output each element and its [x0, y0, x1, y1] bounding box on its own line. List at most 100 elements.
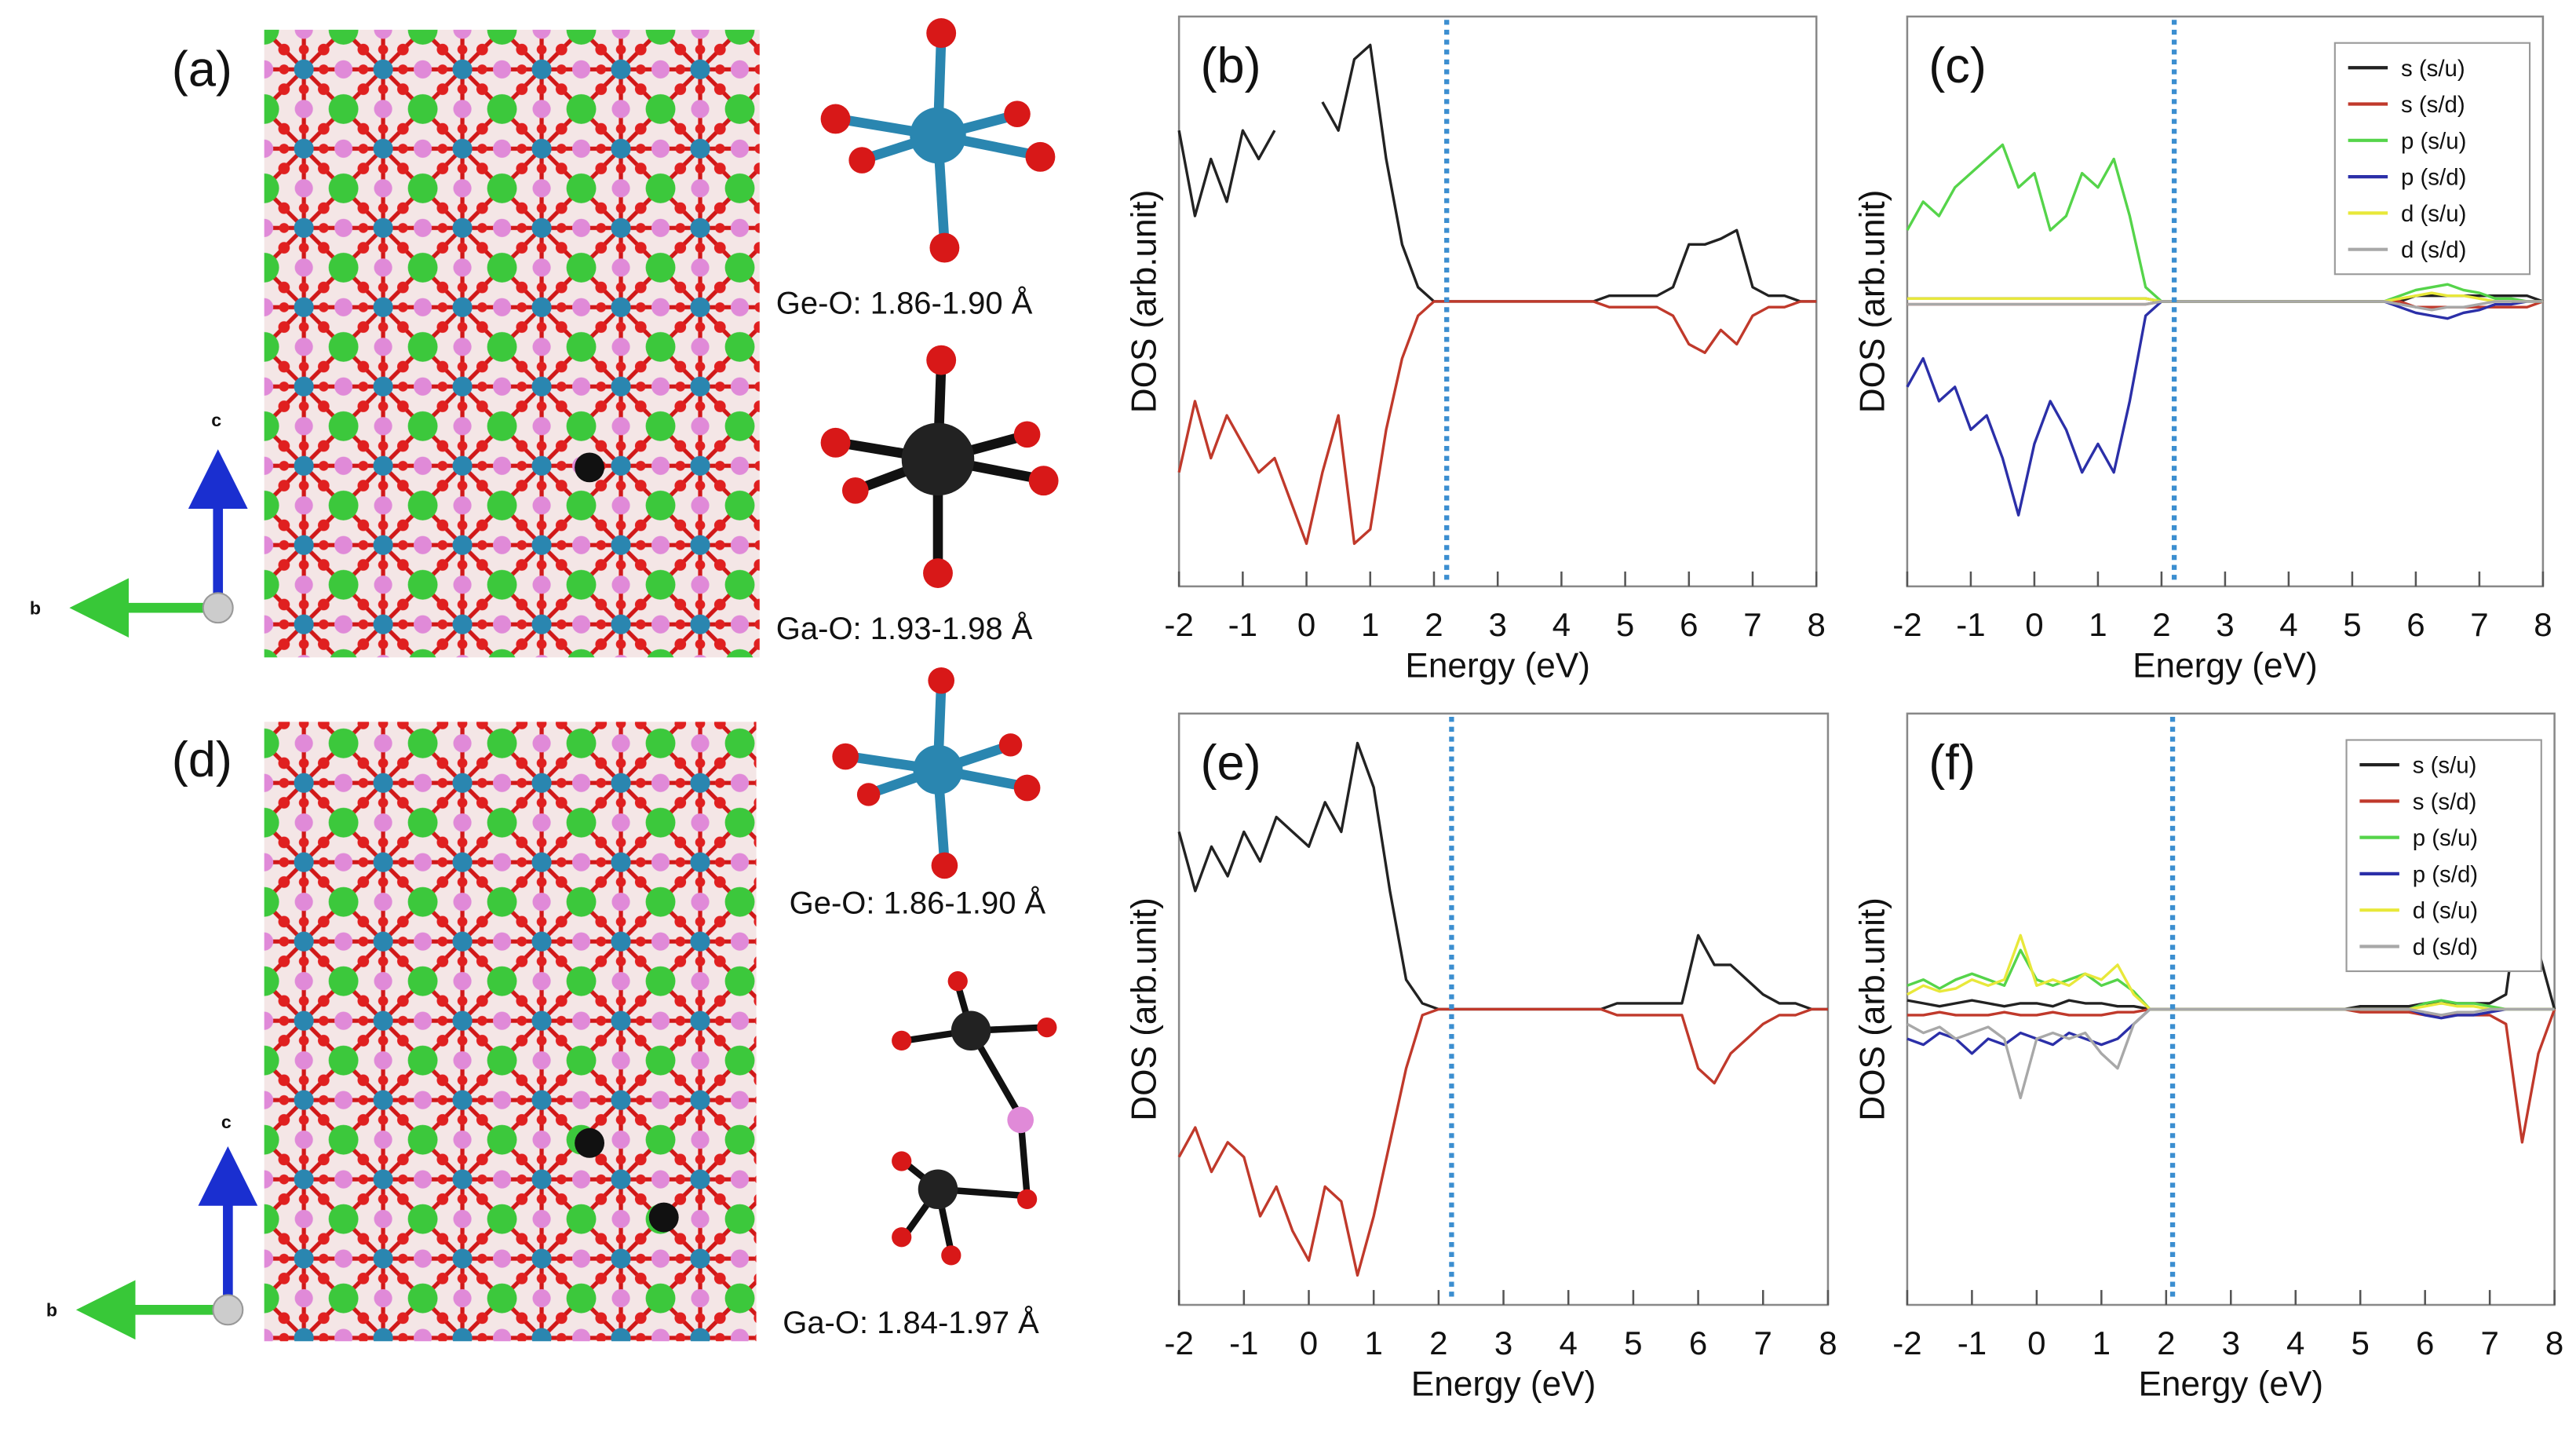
panel-title: (e) [1200, 736, 1261, 791]
x-tick-label: 3 [1488, 606, 1506, 643]
x-tick-label: 1 [2093, 1325, 2111, 1361]
legend: s (s/u) s (s/d) p (s/u) p (s/d) d (s/u) d (s/… [2345, 739, 2542, 973]
x-tick-label: 3 [1494, 1325, 1512, 1361]
x-tick-label: 4 [2286, 1325, 2304, 1361]
axis-triad: c b [30, 410, 248, 638]
x-tick-label: -2 [1892, 1325, 1921, 1361]
ge-octahedron [820, 18, 1056, 263]
x-tick-label: 5 [1624, 1325, 1642, 1361]
dopant-atom [575, 1127, 605, 1158]
x-tick-label: 5 [2352, 1325, 2370, 1361]
x-tick-label: 7 [2470, 606, 2488, 643]
x-tick-label: 4 [1553, 606, 1571, 643]
x-tick-label: 7 [2480, 1325, 2498, 1361]
x-tick-label: 7 [1743, 606, 1761, 643]
axis-triad: c b [46, 1112, 258, 1340]
x-tick-label: 1 [1361, 606, 1379, 643]
dopant-atom [575, 452, 605, 483]
x-tick-label: 6 [1689, 1325, 1707, 1361]
x-tick-label: 8 [2545, 1325, 2563, 1361]
x-tick-label: -2 [1164, 1325, 1193, 1361]
bond-length: Ge-O: 1.86-1.90 Å [776, 286, 1033, 321]
y-axis-label: DOS (arb.unit) [1126, 190, 1164, 414]
panel-title: (c) [1928, 38, 1987, 93]
dos-curve [1177, 741, 1828, 1011]
x-tick-label: 0 [2025, 606, 2043, 643]
legend-label: s (s/d) [2413, 789, 2477, 815]
x-tick-label: 8 [1808, 606, 1826, 643]
legend-label: s (s/u) [2401, 56, 2465, 82]
legend-label: d (s/u) [2413, 898, 2478, 924]
structure-panel-a: (a) c b Ge-O: 1.86-1.90 Å Ga-O: [30, 18, 1059, 658]
x-tick-label: -1 [1228, 606, 1257, 643]
axis-label: b [46, 1300, 57, 1321]
axis-label: c [221, 1112, 232, 1132]
legend-label: p (s/u) [2413, 825, 2478, 851]
ga-octahedron [820, 345, 1059, 588]
x-tick-label: 2 [2157, 1325, 2175, 1361]
y-axis-label: DOS (arb.unit) [1853, 190, 1892, 414]
x-tick-label: 0 [1300, 1325, 1318, 1361]
dos-curve [1177, 300, 1817, 546]
dos-chart: -2 -1 0 1 2 3 4 5 6 7 8 Energy (eV) DOS (arb.unit) (c… [1853, 15, 2552, 685]
x-tick-label: 6 [2406, 606, 2425, 643]
x-tick-label: 4 [1560, 1325, 1578, 1361]
ge-octahedron [832, 667, 1041, 879]
dos-curve [1906, 300, 2543, 517]
x-tick-label: 6 [2416, 1325, 2434, 1361]
axis-label: b [30, 598, 41, 619]
legend: s (s/u) s (s/d) p (s/u) p (s/d) d (s/u) d (s/… [2333, 42, 2531, 276]
axis-label: c [211, 410, 221, 430]
legend-label: d (s/d) [2413, 934, 2478, 960]
dos-curve [1906, 300, 2543, 312]
legend-box [2333, 42, 2531, 276]
x-tick-label: 2 [1429, 1325, 1447, 1361]
panel-label: (a) [172, 42, 232, 97]
legend-label: p (s/u) [2401, 128, 2466, 154]
dos-curve [1177, 1007, 1828, 1277]
x-tick-label: 1 [2089, 606, 2107, 643]
x-tick-label: -1 [1956, 606, 1985, 643]
dos-chart: -2 -1 0 1 2 3 4 5 6 7 8 Energy (eV) DOS (arb.unit) (f… [1853, 712, 2563, 1404]
bond-length: Ge-O: 1.86-1.90 Å [790, 885, 1046, 920]
x-tick-label: 3 [2222, 1325, 2240, 1361]
x-tick-label: 8 [1819, 1325, 1837, 1361]
legend-label: d (s/d) [2401, 237, 2466, 263]
x-tick-label: -1 [1229, 1325, 1258, 1361]
legend-label: s (s/u) [2413, 753, 2477, 779]
x-tick-label: 0 [2027, 1325, 2045, 1361]
x-tick-label: -1 [1958, 1325, 1987, 1361]
ga-dimer [892, 971, 1057, 1266]
x-tick-label: 1 [1364, 1325, 1382, 1361]
crystal-structure [264, 722, 757, 1342]
dos-curve [1906, 1007, 2556, 1144]
bond-length: Ga-O: 1.84-1.97 Å [783, 1305, 1039, 1340]
dos-chart: -2 -1 0 1 2 3 4 5 6 7 8 Energy (eV) DOS (arb.unit) (e… [1126, 712, 1837, 1404]
bond-length: Ga-O: 1.93-1.98 Å [776, 611, 1033, 646]
y-axis-label: DOS (arb.unit) [1853, 897, 1892, 1121]
legend-label: d (s/u) [2401, 201, 2466, 227]
crystal-structure [264, 29, 760, 658]
panel-label: (d) [172, 733, 232, 787]
x-tick-label: -2 [1892, 606, 1921, 643]
y-axis-label: DOS (arb.unit) [1126, 897, 1164, 1121]
x-tick-label: 7 [1754, 1325, 1772, 1361]
x-axis-label: Energy (eV) [1411, 1365, 1596, 1404]
x-tick-label: 5 [2343, 606, 2361, 643]
panel-title: (b) [1200, 38, 1261, 93]
x-tick-label: 2 [2152, 606, 2170, 643]
x-tick-label: 2 [1425, 606, 1443, 643]
x-tick-label: 4 [2279, 606, 2297, 643]
dos-curve [1906, 1007, 2555, 1100]
x-tick-label: -2 [1164, 606, 1193, 643]
x-axis-label: Energy (eV) [2133, 647, 2318, 685]
dos-chart: -2 -1 0 1 2 3 4 5 6 7 8 Energy (eV) DOS (arb.unit) (b… [1126, 15, 1826, 685]
structure-panel-d: (d) c b Ge-O: 1.86-1.90 Å [46, 667, 1057, 1342]
legend-label: p (s/d) [2413, 861, 2478, 887]
x-tick-label: 8 [2534, 606, 2552, 643]
legend-box [2345, 739, 2542, 973]
panel-title: (f) [1928, 736, 1976, 791]
legend-label: p (s/d) [2401, 165, 2466, 191]
